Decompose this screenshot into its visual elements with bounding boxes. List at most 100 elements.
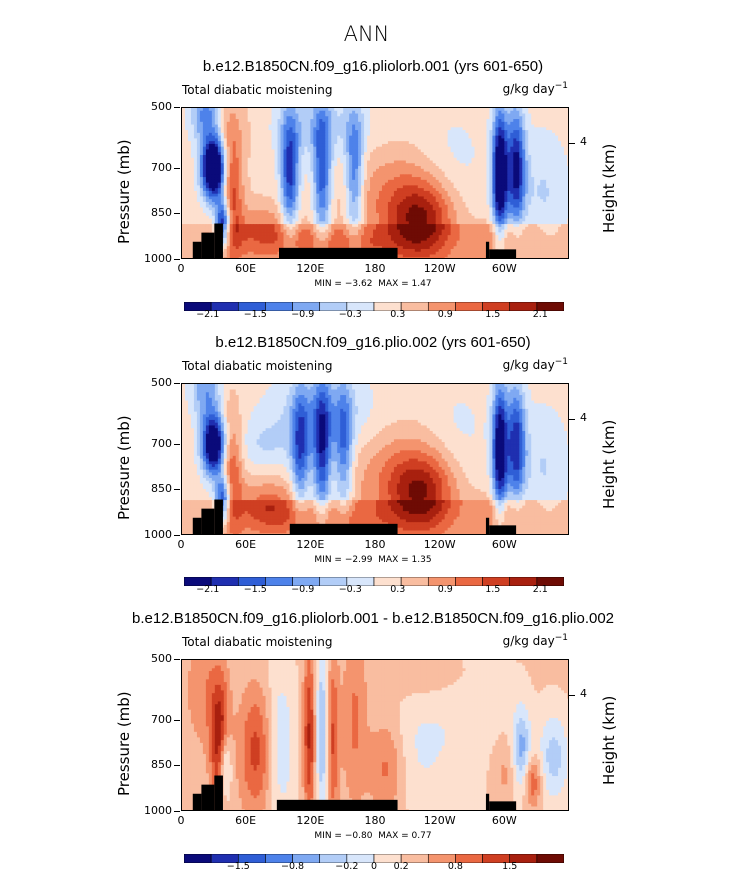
panel-1-topography-block [201, 232, 215, 258]
panel-3-x-ticks: 0 60E 120E 180 120W 60W [178, 814, 569, 830]
panel-1-x-tick-label: 0 [178, 262, 185, 275]
panel-3-x-tick-label: 180 [365, 814, 386, 827]
panel-1-colorbar-labels: −2.1 −1.5 −0.9 −0.3 0.3 0.9 1.5 2.1 [184, 309, 564, 323]
panel-1-colorbar [183, 298, 565, 312]
panel-1-y2-axis-label: Height (km) [600, 144, 618, 233]
panel-2-topography-block [289, 523, 398, 534]
panel-3-colorbar-label: −0.2 [335, 861, 358, 872]
panel-1-colorbar-label: 0.9 [438, 309, 453, 320]
panel-3-field-cells [182, 660, 568, 810]
panel-1-colorbar-label: −1.5 [244, 309, 267, 320]
panel-3-y-tick-label: 700 [151, 713, 172, 726]
panel-2-x-ticks: 0 60E 120E 180 120W 60W [178, 538, 569, 554]
panel-3-y2-tick-label: 4 [580, 687, 587, 700]
panel-2-colorbar-label: 2.1 [533, 584, 548, 595]
panel-2-y2-tick-label: 4 [580, 411, 587, 424]
panel-3-colorbar-label: 0 [371, 861, 377, 872]
panel-1-colorbar-label: 2.1 [533, 309, 548, 320]
panel-2-colorbar-label: −0.3 [339, 584, 362, 595]
panel-2-y2-axis-label: Height (km) [600, 420, 618, 509]
panel-1-contour-plot [181, 107, 569, 259]
panel-1-min-max: MIN = −3.62 MAX = 1.47 [314, 279, 431, 289]
panel-3-x-tick-label: 0 [178, 814, 185, 827]
panel-1-y-tick-label: 850 [151, 206, 172, 219]
panel-1-colorbar-label: 0.3 [390, 309, 405, 320]
panel-2-y-tick-mark [174, 443, 180, 445]
panel-3-x-tick-label: 120W [424, 814, 456, 827]
panel-3-topography-block [489, 801, 517, 810]
panel-2-colorbar-labels: −2.1 −1.5 −0.9 −0.3 0.3 0.9 1.5 2.1 [184, 584, 564, 598]
panel-2-colorbar-label: 0.3 [390, 584, 405, 595]
panel-3-colorbar [183, 850, 565, 864]
panel-1-y2-tick-label: 4 [580, 135, 587, 148]
panel-1-colorbar-label: −0.9 [291, 309, 314, 320]
panel-1-x-tick-label: 60W [492, 262, 517, 275]
panel-1-y2-ticks: 4 [569, 107, 594, 259]
panel-2-min-max: MIN = −2.99 MAX = 1.35 [314, 555, 431, 565]
panel-3-variable-label: Total diabatic moistening [182, 635, 332, 649]
panel-1-colorbar-swatches [183, 301, 565, 312]
panel-1-y-tick-mark [174, 213, 180, 215]
panel-2-y-tick-label: 700 [151, 437, 172, 450]
panel-3-y2-axis-label: Height (km) [600, 696, 618, 785]
panel-1-x-tick-label: 180 [365, 262, 386, 275]
panel-2-topography-block [489, 525, 517, 534]
panel-1-title: b.e12.B1850CN.f09_g16.pliolorb.001 (yrs … [203, 58, 543, 75]
panel-3-x-tick-label: 120E [296, 814, 324, 827]
panel-1-y-tick-label: 500 [151, 100, 172, 113]
panel-3-min-max: MIN = −0.80 MAX = 0.77 [314, 831, 431, 841]
panel-1-y-tick-label: 1000 [144, 252, 172, 265]
panel-1-x-tick-label: 60E [235, 262, 256, 275]
panel-3-title: b.e12.B1850CN.f09_g16.pliolorb.001 - b.e… [132, 610, 614, 627]
panel-1-field-cells [182, 108, 568, 258]
panel-1-x-tick-label: 120E [296, 262, 324, 275]
panel-1-topography-block [214, 223, 223, 258]
panel-3-colorbar-label: 0.8 [448, 861, 463, 872]
panel-2-contour-plot [181, 383, 569, 535]
panel-1-variable-label: Total diabatic moistening [182, 83, 332, 97]
panel-3-contour-plot [181, 659, 569, 811]
panel-2-x-tick-label: 60E [235, 538, 256, 551]
panel-3-topography-block [201, 784, 215, 810]
panel-1-colorbar-label: 1.5 [485, 309, 500, 320]
panel-2-y-ticks: 500 700 850 1000 [120, 376, 180, 541]
panel-2-y-tick-mark [174, 535, 180, 536]
panel-3-x-tick-label: 60E [235, 814, 256, 827]
panel-2-variable-label: Total diabatic moistening [182, 359, 332, 373]
panel-2-colorbar [183, 573, 565, 587]
panel-3-units: g/kg day−1 [468, 633, 568, 648]
panel-2-colorbar-label: 1.5 [485, 584, 500, 595]
panel-3-topography-block [485, 793, 490, 810]
panel-1-topography-block [192, 241, 202, 258]
panel-2-x-tick-label: 120W [424, 538, 456, 551]
panel-2-x-tick-label: 0 [178, 538, 185, 551]
panel-2-x-tick-label: 120E [296, 538, 324, 551]
panel-2-y2-tick-mark [569, 419, 575, 421]
panel-1-y-ticks: 500 700 850 1000 [120, 100, 180, 265]
panel-3-colorbar-labels: −1.5 −0.8 −0.2 0 0.2 0.8 1.5 [184, 861, 564, 875]
panel-3-y-ticks: 500 700 850 1000 [120, 652, 180, 817]
panel-3-colorbar-swatches [183, 853, 565, 864]
panel-1-x-tick-label: 120W [424, 262, 456, 275]
panel-3-y2-tick-mark [569, 695, 575, 697]
panel-1-topography-block [489, 249, 517, 258]
panel-3-colorbar-label: −1.5 [227, 861, 250, 872]
panel-2-colorbar-label: 0.9 [438, 584, 453, 595]
panel-1-colorbar-label: −0.3 [339, 309, 362, 320]
panel-2-y2-ticks: 4 [569, 383, 594, 535]
panel-3-y-tick-label: 850 [151, 758, 172, 771]
panel-1-y-tick-mark [174, 107, 180, 108]
panel-3-y-tick-mark [174, 765, 180, 767]
panel-3-topography-block [192, 793, 202, 810]
panel-2-field [182, 384, 568, 534]
panel-3-y-tick-label: 1000 [144, 804, 172, 817]
panel-2-y-tick-label: 850 [151, 482, 172, 495]
panel-2-topography-block [214, 499, 223, 534]
panel-1-y-tick-mark [174, 167, 180, 169]
panel-1-y-tick-mark [174, 259, 180, 260]
panel-2-colorbar-label: −0.9 [291, 584, 314, 595]
panel-2-colorbar-label: −2.1 [196, 584, 219, 595]
panel-1-x-ticks: 0 60E 120E 180 120W 60W [178, 262, 569, 278]
panel-3-field [182, 660, 568, 810]
panel-1-y2-tick-mark [569, 143, 575, 145]
